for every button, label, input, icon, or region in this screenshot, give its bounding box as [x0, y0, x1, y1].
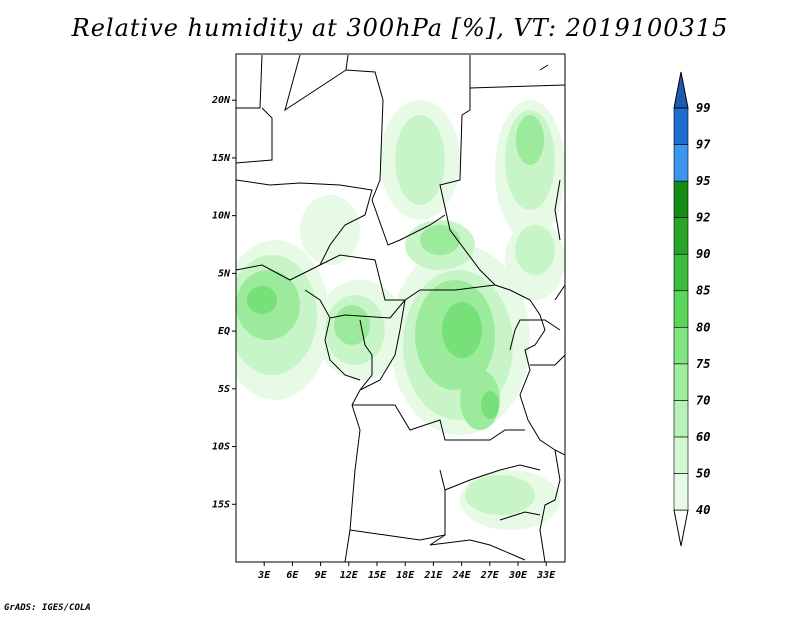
- colorbar-under-triangle: [673, 509, 689, 547]
- colorbar-label: 40: [696, 503, 710, 517]
- map-title: Relative humidity at 300hPa [%], VT: 201…: [71, 14, 729, 42]
- colorbar-label: 95: [696, 174, 710, 188]
- colorbar-segment: [673, 180, 689, 218]
- colorbar-label: 80: [696, 320, 710, 334]
- colorbar-segment: [673, 473, 689, 511]
- colorbar-segment: [673, 436, 689, 474]
- lon-tick-label: 12E: [340, 570, 359, 581]
- colorbar-segment: [673, 217, 689, 255]
- lat-tick-label: 15N: [212, 153, 231, 164]
- lat-tick-label: 10S: [212, 442, 230, 453]
- colorbar-label: 60: [696, 430, 710, 444]
- colorbar-label: 92: [696, 211, 710, 225]
- lat-tick-label: 15S: [212, 499, 230, 510]
- colorbar-segment: [673, 326, 689, 365]
- longitude-axis: 3E 6E 9E 12E 15E 18E 21E 24E 27E 30E 33E: [257, 562, 556, 581]
- colorbar-label: 75: [696, 357, 710, 371]
- colorbar-segment: [673, 400, 689, 438]
- colorbar-segment: [673, 144, 689, 182]
- colorbar-label: 50: [696, 466, 710, 480]
- lon-tick-label: 30E: [508, 570, 528, 581]
- lon-tick-label: 33E: [536, 570, 556, 581]
- lat-tick-label: 20N: [211, 95, 231, 106]
- colorbar: 40 50 60 70 75 80 85 90 92 95 97 99: [673, 71, 711, 547]
- humidity-shading: [236, 100, 565, 530]
- colorbar-segment: [673, 290, 689, 328]
- lon-tick-label: 21E: [423, 570, 443, 581]
- lon-tick-label: 15E: [368, 570, 387, 581]
- colorbar-label: 85: [696, 284, 710, 298]
- lon-tick-label: 9E: [315, 570, 328, 581]
- colorbar-segment: [673, 253, 689, 292]
- colorbar-label: 99: [696, 101, 710, 115]
- lon-tick-label: 3E: [257, 570, 271, 581]
- map-frame: [235, 53, 566, 563]
- lat-tick-label: 5N: [218, 268, 231, 279]
- colorbar-segment: [673, 363, 689, 401]
- colorbar-over-triangle: [673, 71, 689, 109]
- colorbar-label: 97: [696, 138, 711, 152]
- lat-tick-label: 10N: [212, 211, 231, 222]
- colorbar-label: 70: [696, 393, 710, 407]
- grads-credit: GrADS: IGES/COLA: [4, 603, 91, 613]
- lon-tick-label: 27E: [480, 570, 500, 581]
- lon-tick-label: 6E: [286, 570, 299, 581]
- lat-tick-label: EQ: [218, 326, 230, 337]
- humidity-band-85: [247, 286, 499, 419]
- country-borders: [236, 54, 565, 562]
- colorbar-label: 90: [696, 247, 710, 261]
- lon-tick-label: 18E: [396, 570, 415, 581]
- lon-tick-label: 24E: [452, 570, 472, 581]
- colorbar-segment: [673, 107, 689, 145]
- latitude-axis: 20N 15N 10N 5N EQ 5S 10S 15S: [211, 95, 236, 510]
- lat-tick-label: 5S: [218, 384, 230, 395]
